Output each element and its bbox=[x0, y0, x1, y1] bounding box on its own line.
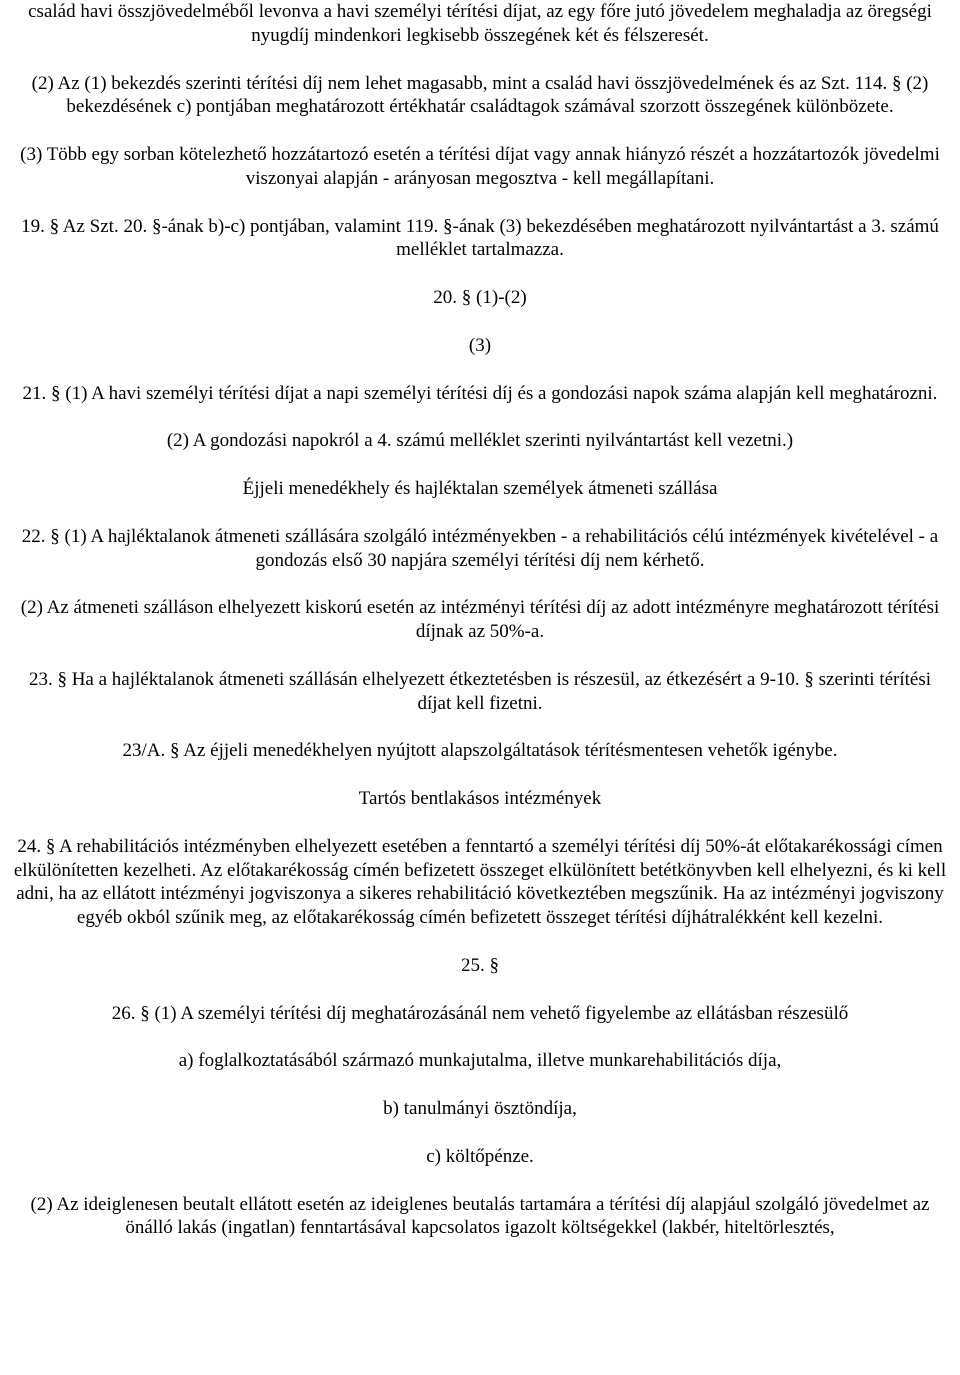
paragraph: (2) Az (1) bekezdés szerinti térítési dí… bbox=[12, 72, 948, 120]
paragraph: (2) A gondozási napokról a 4. számú mell… bbox=[12, 429, 948, 453]
section-heading: Éjjeli menedékhely és hajléktalan személ… bbox=[12, 477, 948, 501]
section-heading: Tartós bentlakásos intézmények bbox=[12, 787, 948, 811]
section-number: 25. § bbox=[12, 954, 948, 978]
paragraph: (3) Több egy sorban kötelezhető hozzátar… bbox=[12, 143, 948, 191]
paragraph: 22. § (1) A hajléktalanok átmeneti száll… bbox=[12, 525, 948, 573]
paragraph: 19. § Az Szt. 20. §-ának b)-c) pontjában… bbox=[12, 215, 948, 263]
list-item: c) költőpénze. bbox=[12, 1145, 948, 1169]
paragraph: (2) Az ideiglenesen beutalt ellátott ese… bbox=[12, 1193, 948, 1241]
paragraph: család havi összjövedelméből levonva a h… bbox=[12, 0, 948, 48]
list-item: b) tanulmányi ösztöndíja, bbox=[12, 1097, 948, 1121]
paragraph: 21. § (1) A havi személyi térítési díjat… bbox=[12, 382, 948, 406]
paragraph: (2) Az átmeneti szálláson elhelyezett ki… bbox=[12, 596, 948, 644]
section-number: (3) bbox=[12, 334, 948, 358]
section-number: 20. § (1)-(2) bbox=[12, 286, 948, 310]
paragraph: 23/A. § Az éjjeli menedékhelyen nyújtott… bbox=[12, 739, 948, 763]
paragraph: 26. § (1) A személyi térítési díj meghat… bbox=[12, 1002, 948, 1026]
list-item: a) foglalkoztatásából származó munkajuta… bbox=[12, 1049, 948, 1073]
paragraph: 23. § Ha a hajléktalanok átmeneti szállá… bbox=[12, 668, 948, 716]
legal-document-page: család havi összjövedelméből levonva a h… bbox=[0, 0, 960, 1250]
paragraph: 24. § A rehabilitációs intézményben elhe… bbox=[12, 835, 948, 930]
